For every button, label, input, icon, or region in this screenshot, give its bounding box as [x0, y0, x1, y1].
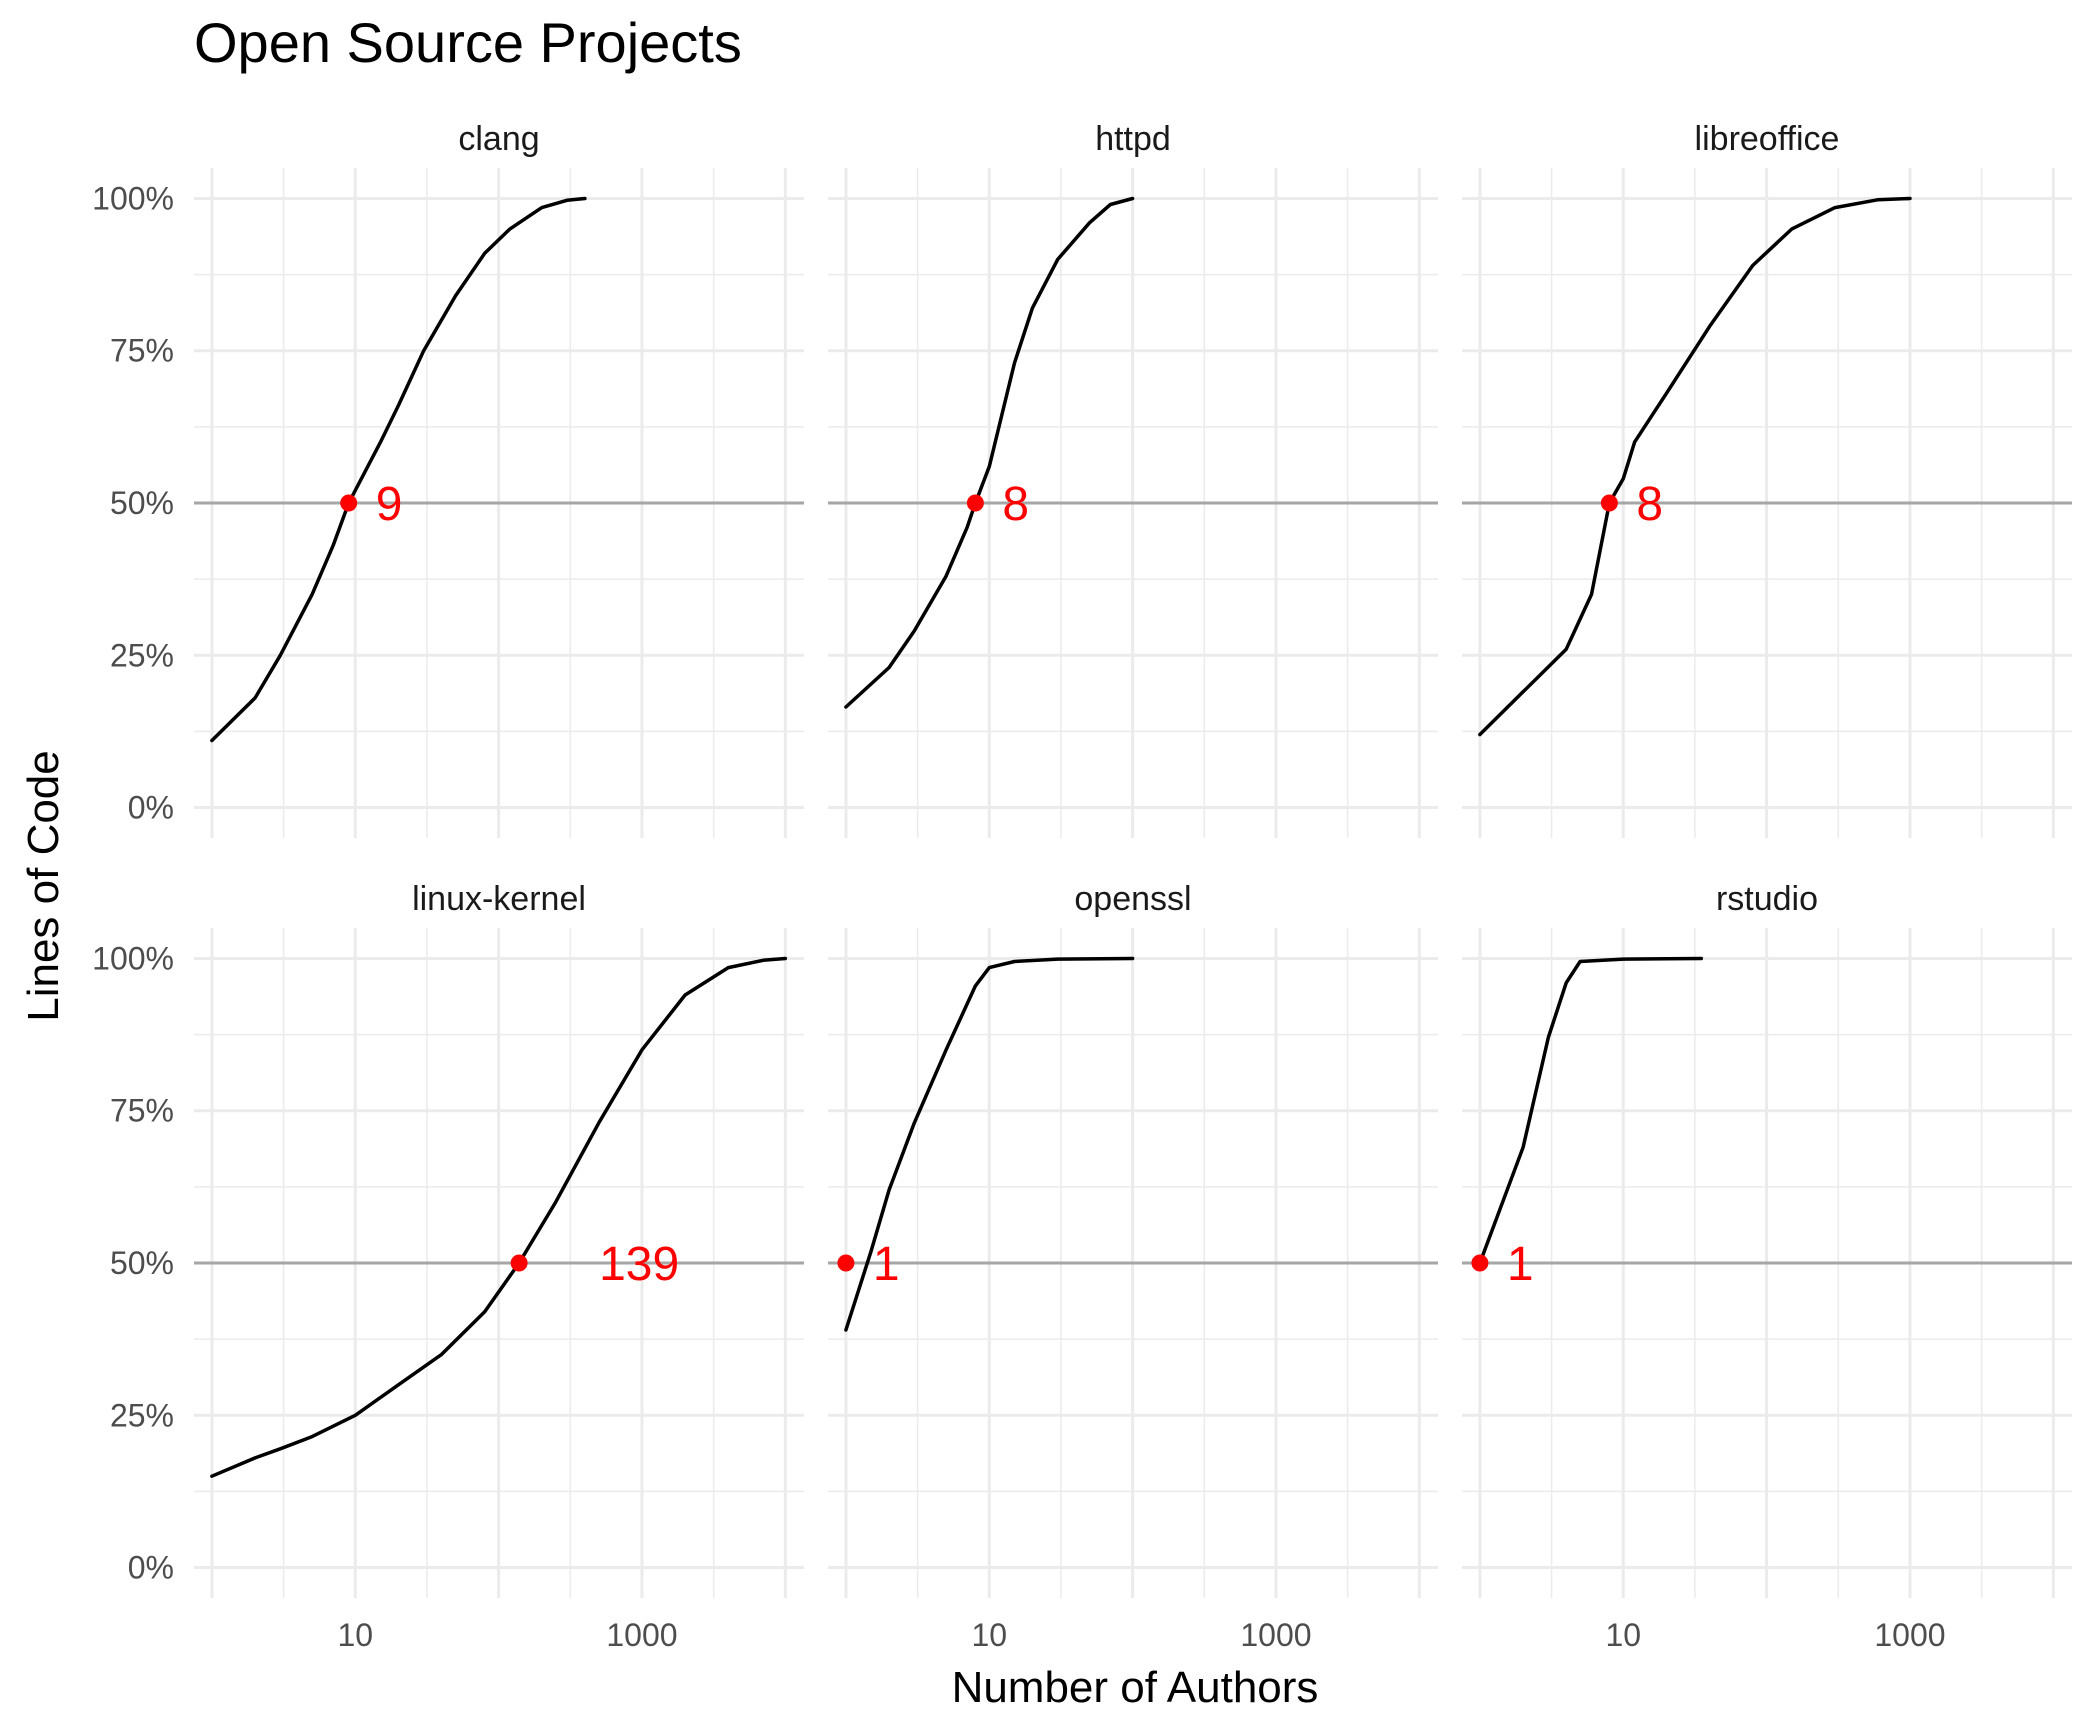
facet-panels: clang 9 httpd 8 libreoffice 8 linux-kernel 139 o…: [194, 120, 2072, 1598]
median-label: 8: [1636, 478, 1663, 531]
x-tick-label: 10: [337, 1617, 373, 1653]
facet-label: openssl: [1074, 880, 1191, 918]
y-tick-label: 50%: [110, 485, 174, 521]
y-tick-label: 100%: [92, 180, 174, 216]
panel-libreoffice: libreoffice 8: [1462, 120, 2072, 838]
x-tick-label: 1000: [606, 1617, 677, 1653]
median-point: [1600, 494, 1618, 512]
facet-label: rstudio: [1716, 880, 1818, 918]
series-line-clang: [210, 196, 587, 743]
facet-label: libreoffice: [1695, 120, 1840, 158]
x-tick-label: 10: [971, 1617, 1007, 1653]
axes: 0% 25% 50% 75% 100% 0% 25% 50% 75% 100% 10 1000 10 10…: [92, 180, 1945, 1653]
median-label: 1: [1507, 1238, 1534, 1291]
series-line-openssl: [844, 956, 1135, 1332]
series-line-httpd: [844, 196, 1135, 709]
median-label: 139: [599, 1238, 679, 1291]
series-line-rstudio: [1478, 956, 1704, 1265]
y-tick-label: 100%: [92, 940, 174, 976]
median-point: [1471, 1254, 1489, 1272]
panel-linux-kernel: linux-kernel 139: [194, 880, 804, 1598]
panel-clang: clang 9: [194, 120, 804, 838]
median-label: 1: [873, 1238, 900, 1291]
y-tick-label: 75%: [110, 1093, 174, 1129]
panel-openssl: openssl 1: [828, 880, 1438, 1598]
median-label: 8: [1002, 478, 1029, 531]
x-axis-title: Number of Authors: [952, 1663, 1319, 1712]
x-tick-label: 1000: [1874, 1617, 1945, 1653]
y-tick-label: 50%: [110, 1245, 174, 1281]
series-line-libreoffice: [1478, 196, 1912, 737]
median-label: 9: [376, 478, 403, 531]
x-tick-label: 10: [1605, 1617, 1641, 1653]
facet-label: httpd: [1095, 120, 1171, 158]
y-tick-label: 0%: [128, 1550, 174, 1586]
median-point: [837, 1254, 855, 1272]
y-tick-label: 75%: [110, 333, 174, 369]
panel-httpd: httpd 8: [828, 120, 1438, 838]
series-line-linux-kernel: [210, 956, 788, 1478]
median-point: [966, 494, 984, 512]
facet-label: clang: [458, 120, 539, 158]
chart-title: Open Source Projects: [194, 11, 742, 74]
x-tick-label: 1000: [1240, 1617, 1311, 1653]
y-axis-title: Lines of Code: [19, 750, 68, 1022]
panel-rstudio: rstudio 1: [1462, 880, 2072, 1598]
y-tick-label: 25%: [110, 1397, 174, 1433]
y-tick-label: 0%: [128, 790, 174, 826]
median-point: [510, 1254, 528, 1272]
facet-label: linux-kernel: [412, 880, 586, 918]
median-point: [340, 494, 358, 512]
y-tick-label: 25%: [110, 637, 174, 673]
